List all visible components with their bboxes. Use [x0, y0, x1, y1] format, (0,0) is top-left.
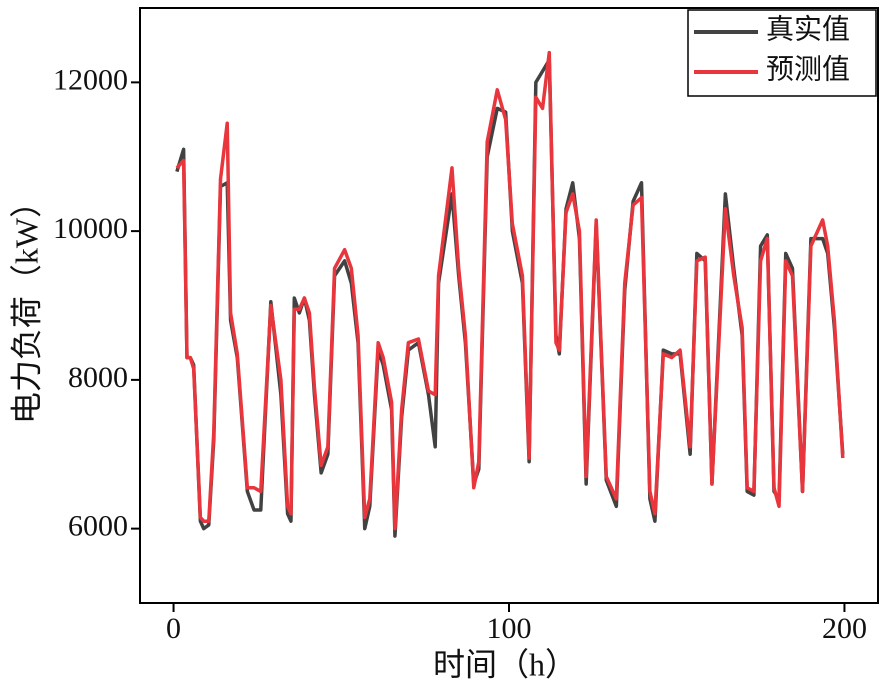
y-tick-label: 10000: [53, 212, 128, 245]
legend-label: 预测值: [766, 53, 850, 85]
y-tick-label: 6000: [68, 510, 128, 543]
x-tick-label: 100: [487, 612, 532, 645]
y-tick-label: 8000: [68, 361, 128, 394]
x-tick-label: 0: [166, 612, 181, 645]
series-line: [175, 58, 845, 538]
legend-box: [687, 9, 877, 97]
series-line: [175, 50, 845, 531]
y-tick-label: 12000: [53, 63, 128, 96]
x-axis-label: 时间（h）: [433, 646, 577, 682]
x-tick-label: 200: [822, 612, 867, 645]
plot-frame: [139, 7, 879, 604]
y-axis-label: 电力负荷（kW）: [8, 186, 44, 424]
legend-label: 真实值: [766, 13, 850, 45]
